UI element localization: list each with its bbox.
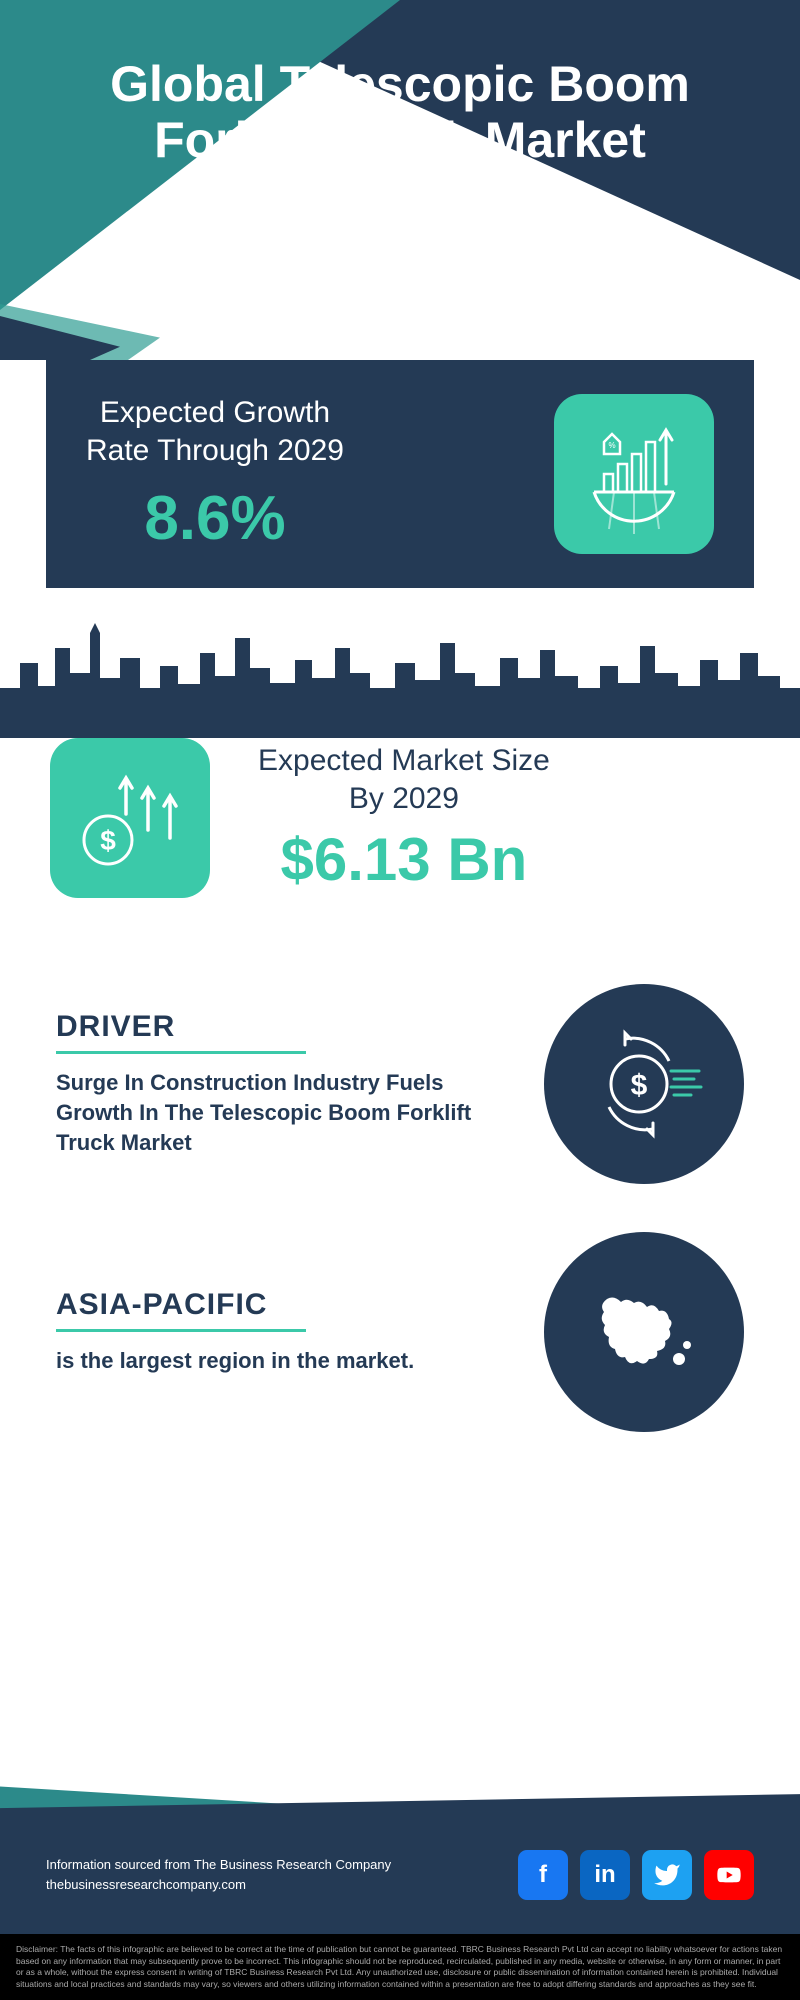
social-icons: f in xyxy=(518,1850,754,1900)
driver-row: DRIVER Surge In Construction Industry Fu… xyxy=(56,984,744,1184)
growth-chart-icon: % xyxy=(554,394,714,554)
globe-map-icon xyxy=(544,1232,744,1432)
title-line1: Global Telescopic Boom xyxy=(110,56,690,112)
market-size-card: $ Expected Market Size By 2029 $6.13 Bn xyxy=(0,738,800,948)
dollar-growth-icon: $ xyxy=(50,738,210,898)
region-text: ASIA-PACIFIC is the largest region in th… xyxy=(56,1288,504,1376)
growth-value: 8.6% xyxy=(86,483,344,554)
facebook-icon[interactable]: f xyxy=(518,1850,568,1900)
linkedin-icon[interactable]: in xyxy=(580,1850,630,1900)
twitter-icon[interactable] xyxy=(642,1850,692,1900)
growth-label: Expected Growth Rate Through 2029 xyxy=(86,394,344,469)
header: Global Telescopic Boom Forklift Truck Ma… xyxy=(0,0,800,360)
footer: Information sourced from The Business Re… xyxy=(0,1754,800,2000)
disclaimer-text: Disclaimer: The facts of this infographi… xyxy=(0,1934,800,2000)
infographic-page: Global Telescopic Boom Forklift Truck Ma… xyxy=(0,0,800,2000)
svg-text:%: % xyxy=(608,441,615,450)
driver-desc: Surge In Construction Industry Fuels Gro… xyxy=(56,1068,504,1157)
market-value: $6.13 Bn xyxy=(258,825,550,894)
svg-text:$: $ xyxy=(100,825,116,856)
footer-content: Information sourced from The Business Re… xyxy=(0,1794,800,1934)
region-row: ASIA-PACIFIC is the largest region in th… xyxy=(56,1232,744,1432)
market-text: Expected Market Size By 2029 $6.13 Bn xyxy=(258,742,550,894)
city-skyline xyxy=(0,588,800,738)
market-label: Expected Market Size By 2029 xyxy=(258,742,550,817)
footer-source: Information sourced from The Business Re… xyxy=(46,1855,391,1895)
money-flow-icon: $ xyxy=(544,984,744,1184)
title-line2: Forklift Truck Market xyxy=(154,112,646,168)
svg-text:$: $ xyxy=(631,1069,648,1102)
info-section: DRIVER Surge In Construction Industry Fu… xyxy=(0,948,800,1432)
region-desc: is the largest region in the market. xyxy=(56,1346,504,1376)
youtube-icon[interactable] xyxy=(704,1850,754,1900)
growth-rate-card: Expected Growth Rate Through 2029 8.6% % xyxy=(46,360,754,588)
page-title: Global Telescopic Boom Forklift Truck Ma… xyxy=(0,56,800,168)
region-heading: ASIA-PACIFIC xyxy=(56,1288,306,1332)
driver-text: DRIVER Surge In Construction Industry Fu… xyxy=(56,1010,504,1157)
driver-heading: DRIVER xyxy=(56,1010,306,1054)
growth-text: Expected Growth Rate Through 2029 8.6% xyxy=(86,394,344,554)
